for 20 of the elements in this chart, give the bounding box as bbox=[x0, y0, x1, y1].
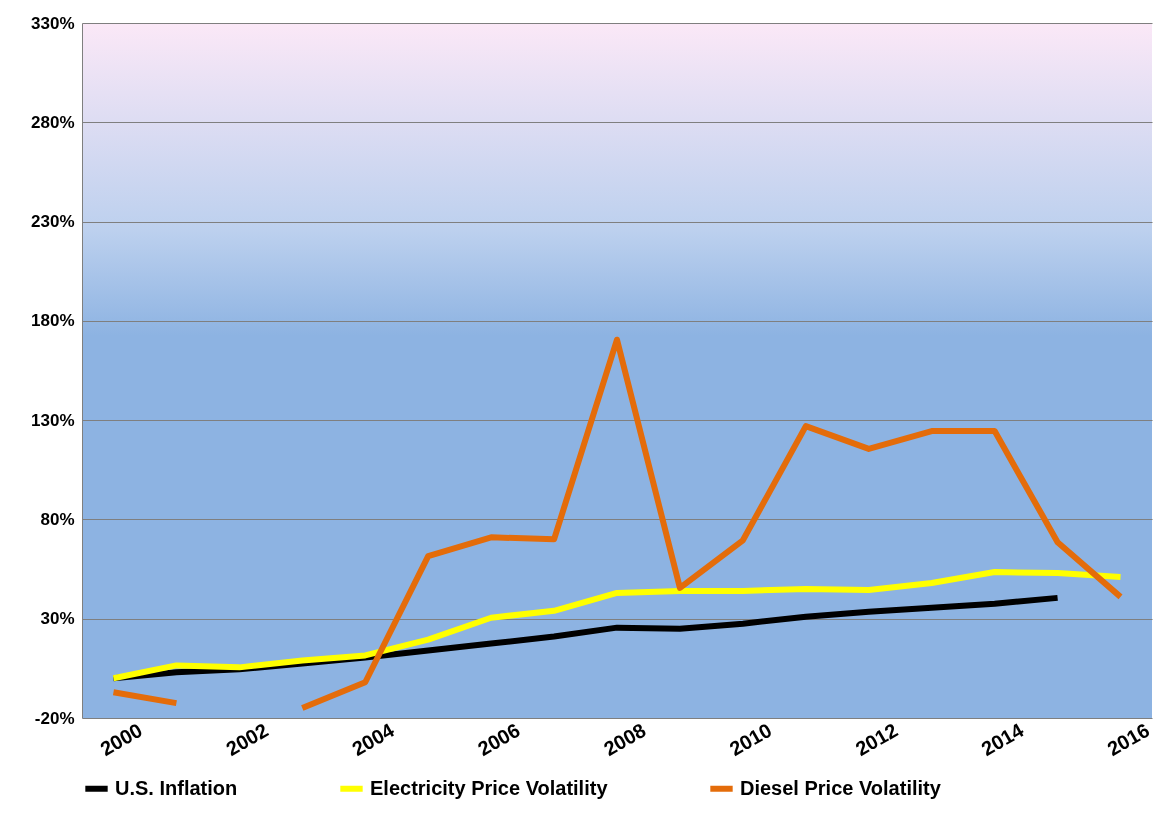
y-tick-label: 130% bbox=[31, 410, 75, 430]
x-tick-label: 2002 bbox=[222, 718, 272, 761]
y-tick-label: 280% bbox=[31, 112, 75, 132]
y-tick-label: 30% bbox=[40, 609, 75, 629]
legend-label: U.S. Inflation bbox=[115, 776, 238, 799]
legend-label: Electricity Price Volatility bbox=[370, 776, 609, 799]
x-tick-label: 2010 bbox=[725, 718, 776, 761]
x-tick-label: 2012 bbox=[851, 718, 902, 761]
legend-label: Diesel Price Volatility bbox=[740, 776, 942, 799]
x-tick-label: 2006 bbox=[474, 718, 524, 761]
x-tick-label: 2008 bbox=[599, 718, 650, 761]
y-tick-label: 230% bbox=[31, 212, 75, 232]
y-tick-label: 80% bbox=[40, 509, 75, 529]
y-tick-label: -20% bbox=[34, 708, 75, 728]
x-tick-label: 2004 bbox=[348, 718, 399, 761]
x-tick-label: 2016 bbox=[1103, 718, 1154, 761]
y-tick-label: 330% bbox=[31, 13, 75, 33]
x-tick-label: 2000 bbox=[96, 718, 146, 761]
y-tick-label: 180% bbox=[31, 311, 75, 331]
x-tick-label: 2014 bbox=[977, 718, 1028, 761]
